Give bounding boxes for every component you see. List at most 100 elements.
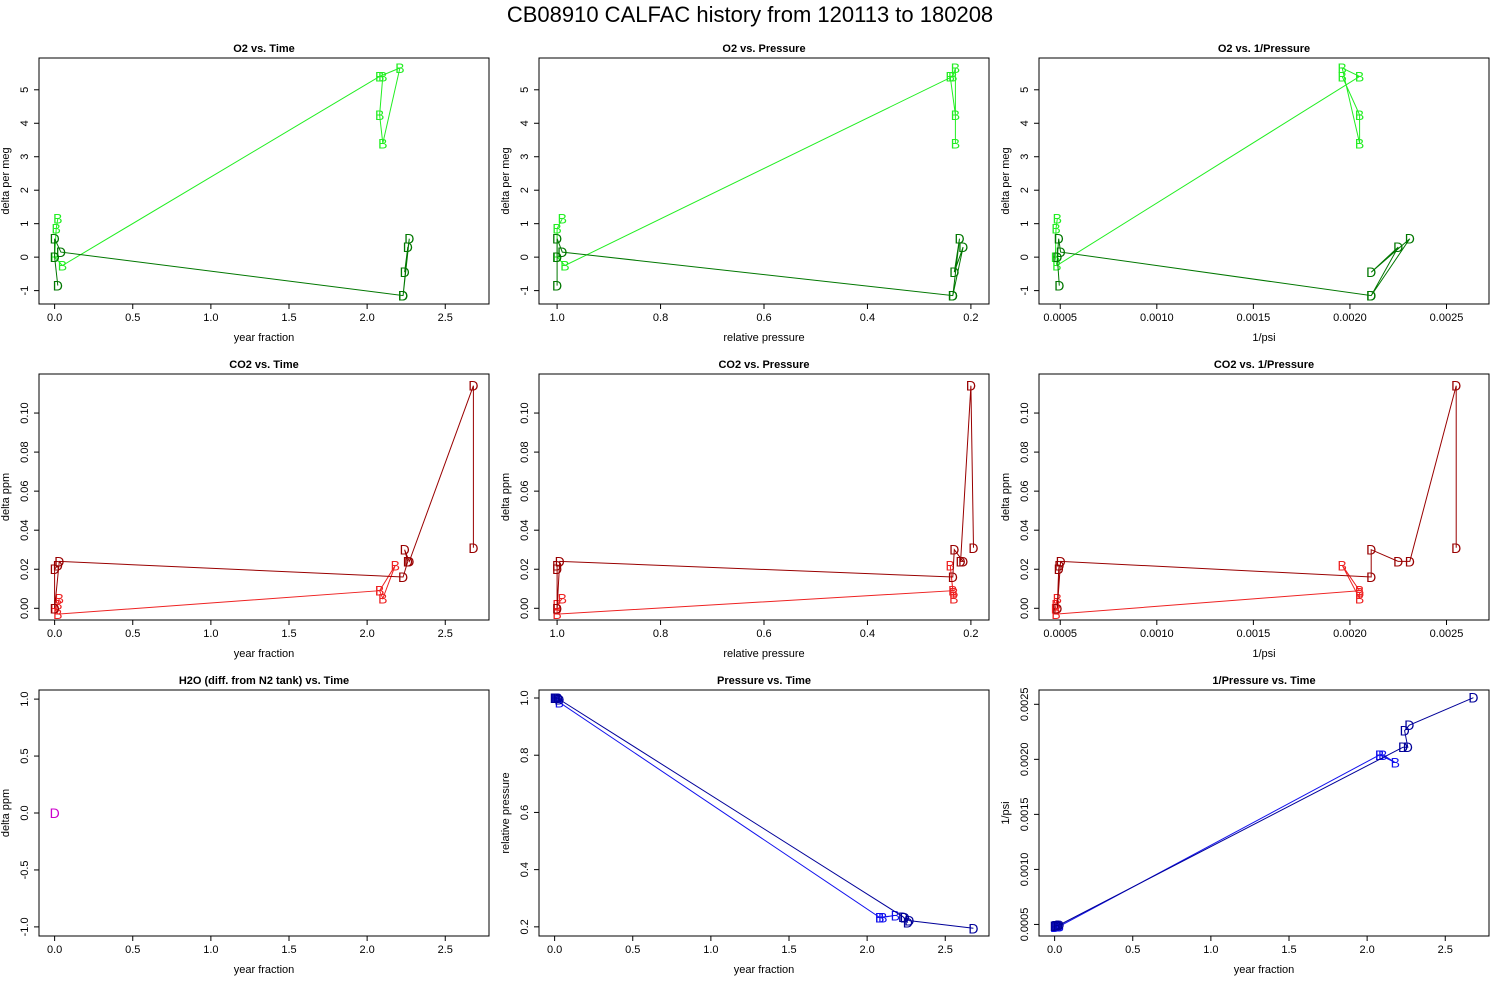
data-point: B: [875, 909, 884, 925]
data-point: B: [378, 135, 387, 151]
data-point: D: [50, 805, 60, 821]
data-point: B: [1338, 557, 1347, 573]
series-line: [556, 565, 955, 615]
y-axis-label: delta ppm: [0, 789, 12, 837]
data-point: D: [50, 231, 60, 247]
x-tick-label: 2.0: [359, 312, 374, 324]
data-point: B: [949, 585, 958, 601]
data-point: D: [1050, 918, 1060, 934]
y-tick-label: 0.06: [19, 480, 31, 501]
plot-frame: [538, 689, 990, 937]
y-tick-label: 0.06: [519, 480, 531, 501]
data-point: B: [375, 583, 384, 599]
data-point: B: [951, 107, 960, 123]
chart-panel: Pressure vs. Time 0.0 0.5 1.0 1.5 2.0 2.5 year …: [500, 675, 990, 976]
chart-title: O2 vs. Pressure: [722, 43, 805, 55]
y-tick-label: 2: [519, 187, 531, 193]
data-point: D: [1054, 231, 1064, 247]
y-tick-label: 0.0: [19, 805, 31, 820]
series-line: [1054, 754, 1396, 928]
x-tick-label: 0.0020: [1333, 312, 1367, 324]
data-point: D: [948, 288, 958, 304]
data-point: B: [946, 68, 955, 84]
y-tick-label: 0.08: [519, 441, 531, 462]
data-point: D: [1056, 244, 1066, 260]
data-point: B: [1050, 919, 1059, 935]
x-tick-label: 0.0010: [1140, 628, 1174, 640]
chart-title: CO2 vs. Pressure: [718, 359, 809, 371]
data-point: D: [958, 239, 968, 255]
data-point: B: [1355, 585, 1364, 601]
x-tick-label: 1.0: [203, 628, 218, 640]
data-point: B: [1053, 211, 1062, 227]
series-line: [554, 697, 896, 918]
data-point: B: [1355, 591, 1364, 607]
y-tick-label: -1: [19, 286, 31, 296]
y-tick-label: -1: [519, 286, 531, 296]
y-axis-label: 1/psi: [1000, 801, 1012, 824]
x-tick-label: 2.5: [438, 628, 453, 640]
data-point: D: [53, 557, 63, 573]
x-tick-label: 0.2: [963, 628, 978, 640]
data-point: B: [378, 591, 387, 607]
x-tick-label: 1.5: [281, 944, 296, 956]
y-tick-label: 0.02: [519, 559, 531, 580]
chart-panel: H2O (diff. from N2 tank) vs. Time 0.0 0.5 1…: [0, 675, 490, 976]
data-point: D: [552, 231, 562, 247]
data-point: D: [398, 569, 408, 585]
series-line: [556, 238, 964, 297]
data-point: D: [552, 557, 562, 573]
chart-panel: 1/Pressure vs. Time 0.0 0.5 1.0 1.5 2.0 2.5 yea…: [1000, 675, 1490, 976]
chart-title: CO2 vs. Time: [229, 359, 299, 371]
y-tick-label: 0: [19, 254, 31, 260]
data-point: B: [1338, 60, 1347, 76]
y-tick-label: 5: [1019, 87, 1031, 93]
data-point: D: [1405, 553, 1415, 569]
y-tick-label: 3: [1019, 154, 1031, 160]
data-point: D: [1398, 739, 1408, 755]
x-tick-label: 1.0: [203, 312, 218, 324]
data-point: D: [555, 553, 565, 569]
y-tick-label: 0.04: [1019, 519, 1031, 540]
data-point: B: [1052, 919, 1061, 935]
data-point: D: [1403, 739, 1413, 755]
data-point: B: [560, 258, 569, 274]
x-tick-label: 0.6: [756, 312, 771, 324]
y-tick-label: 1: [19, 221, 31, 227]
chart-panel: CO2 vs. Time 0.0 0.5 1.0 1.5 2.0 2.5 year fract…: [0, 359, 490, 660]
data-point: B: [878, 909, 887, 925]
data-point: B: [1055, 918, 1064, 934]
series-line: [1056, 385, 1457, 609]
data-point: D: [958, 553, 968, 569]
data-point: B: [378, 68, 387, 84]
data-point: B: [558, 211, 567, 227]
y-tick-label: 1: [519, 221, 531, 227]
x-tick-label: 0.6: [756, 628, 771, 640]
x-tick-label: 2.0: [859, 944, 874, 956]
data-point: D: [468, 378, 478, 394]
data-point: D: [553, 690, 563, 706]
y-tick-label: 0.02: [1019, 559, 1031, 580]
data-point: B: [891, 907, 900, 923]
data-point: B: [1338, 68, 1347, 84]
x-tick-label: 2.5: [438, 944, 453, 956]
y-tick-label: 0.00: [519, 598, 531, 619]
y-axis-label: delta ppm: [1000, 473, 1012, 521]
data-point: D: [1056, 553, 1066, 569]
data-point: D: [966, 378, 976, 394]
data-point: B: [1053, 919, 1062, 935]
x-tick-label: 0.5: [125, 312, 140, 324]
data-point: B: [1375, 747, 1384, 763]
y-tick-label: 0: [1019, 254, 1031, 260]
y-tick-label: 0.00: [1019, 598, 1031, 619]
y-axis-label: relative pressure: [500, 772, 512, 853]
chart-panel: O2 vs. 1/Pressure 0.0005 0.0010 0.0015 0.002…: [1000, 43, 1490, 344]
x-tick-label: 0.0005: [1043, 628, 1077, 640]
x-tick-label: 1.0: [549, 312, 564, 324]
y-tick-label: 0.00: [19, 598, 31, 619]
x-axis-label: 1/psi: [1252, 648, 1275, 660]
data-point: B: [375, 583, 384, 599]
data-point: D: [949, 542, 959, 558]
